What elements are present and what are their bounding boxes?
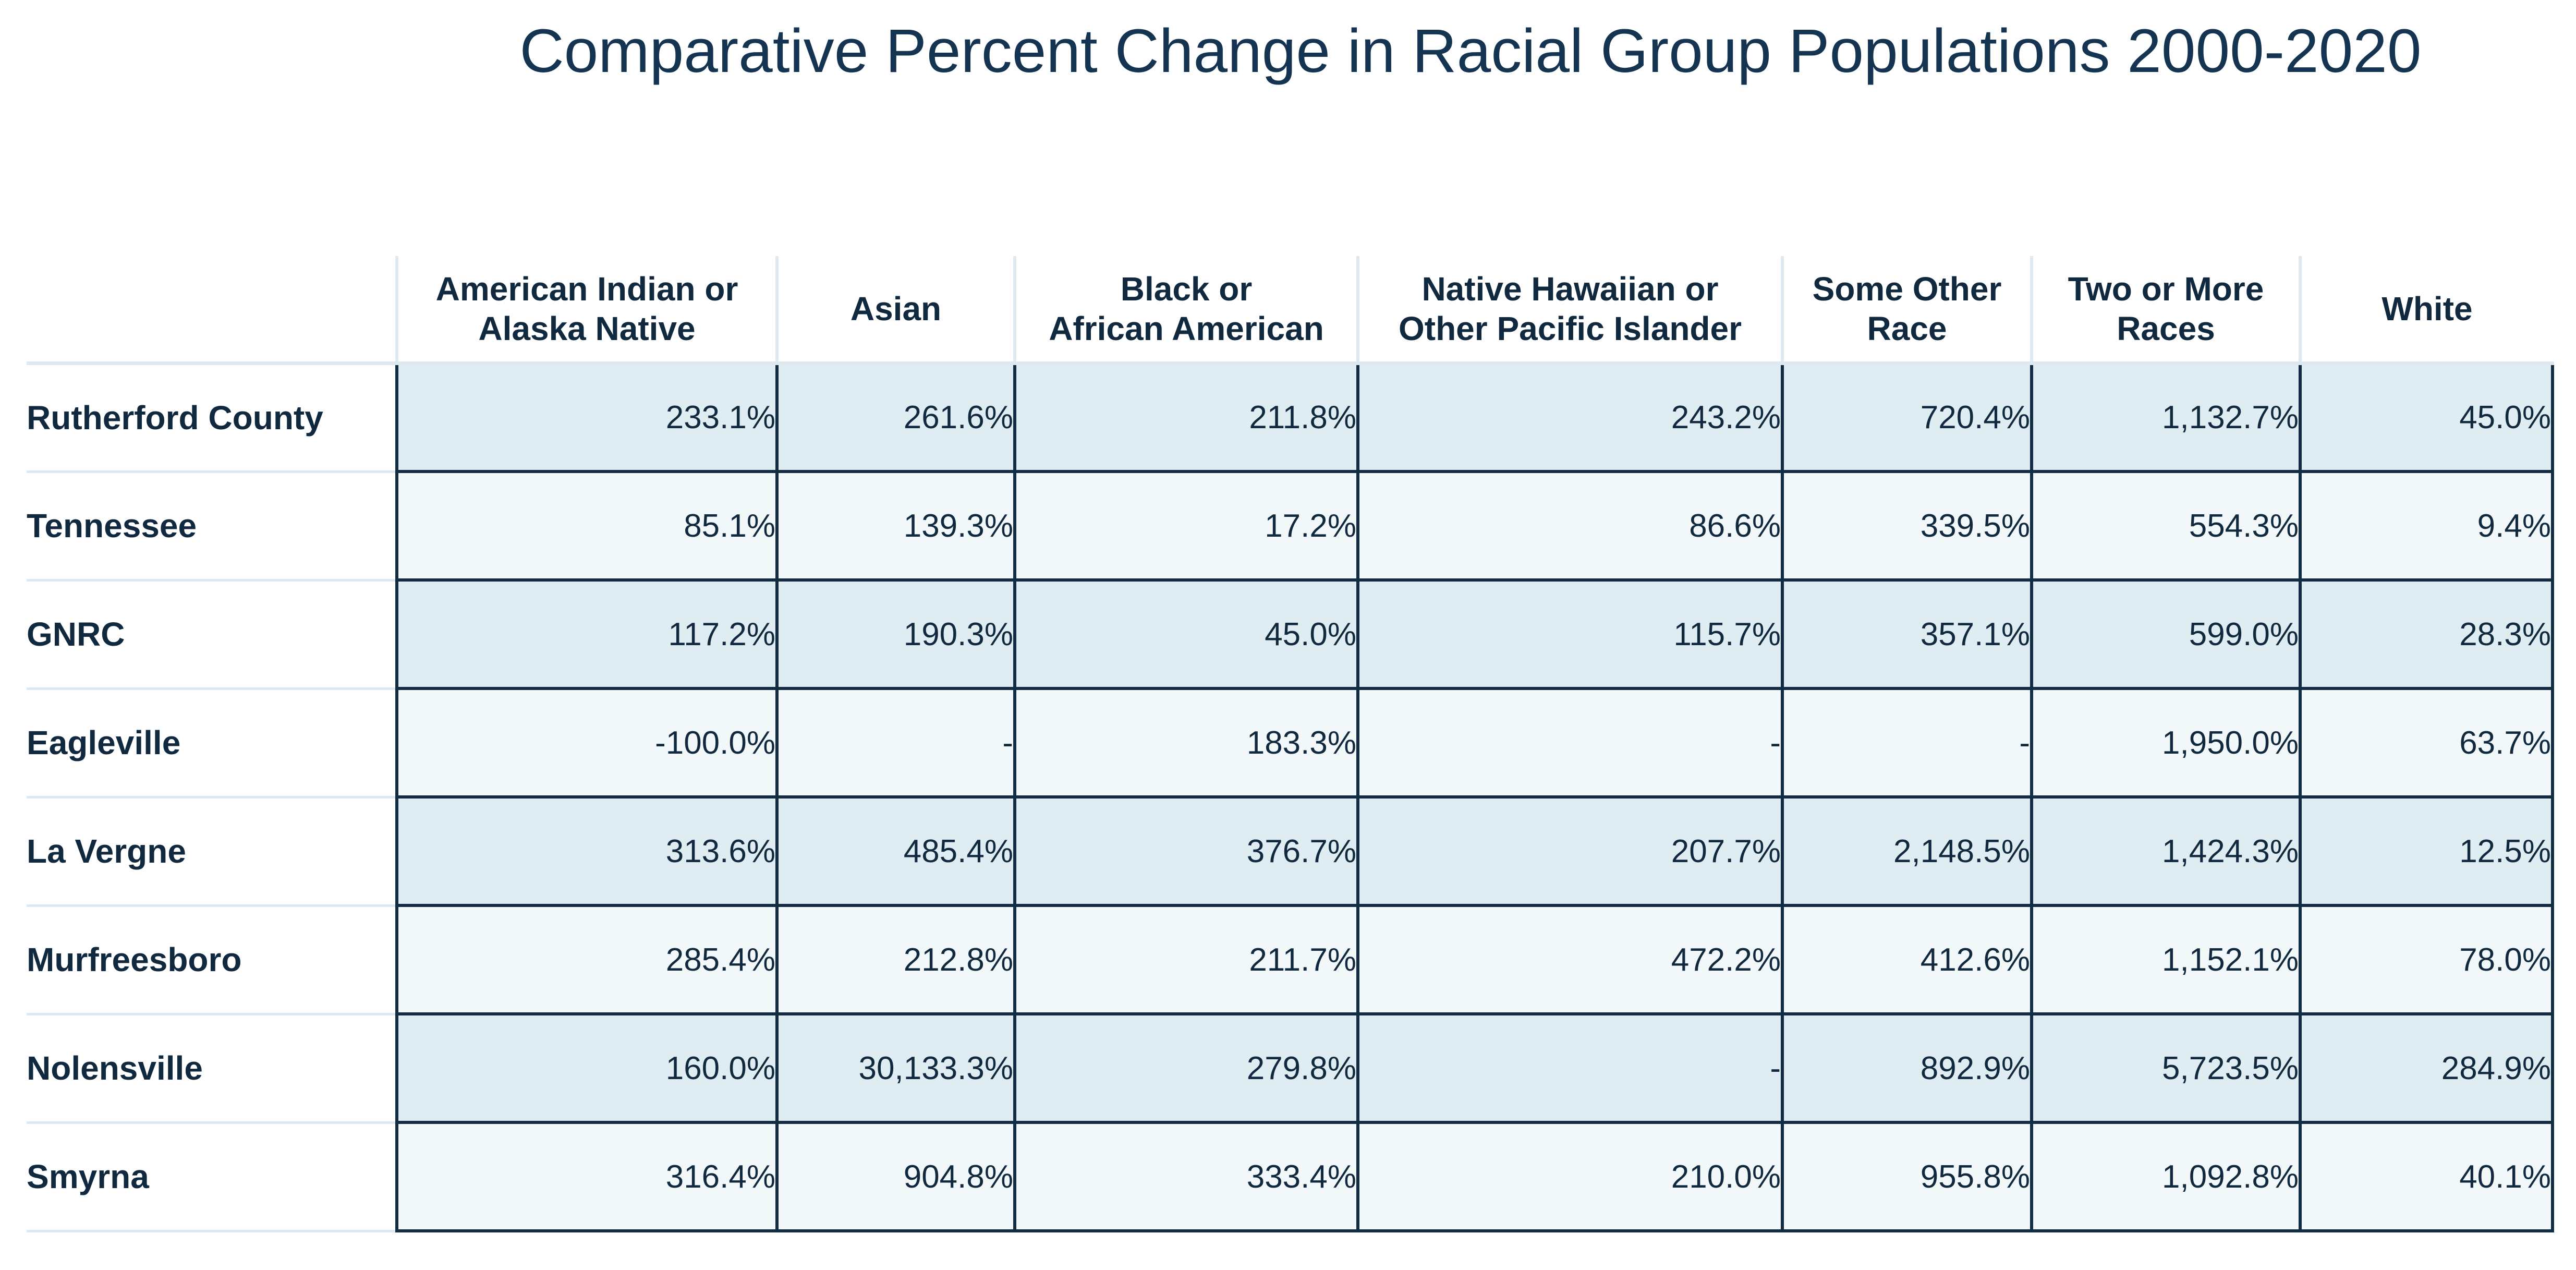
table-cell: 554.3% xyxy=(2030,470,2302,582)
table-cell: 955.8% xyxy=(1781,1121,2033,1232)
table-cell: 2,148.5% xyxy=(1781,795,2033,907)
table-cell: 210.0% xyxy=(1356,1121,1784,1232)
table-cell: 285.4% xyxy=(395,904,779,1015)
table-cell: 233.1% xyxy=(395,361,779,473)
table-row: Nolensville 160.0% 30,133.3% 279.8% -892.9% 5… xyxy=(27,1012,2554,1124)
column-header-line: White xyxy=(2381,289,2473,328)
table-cell: 284.9% xyxy=(2299,1012,2554,1124)
table-cell: 243.2% xyxy=(1356,361,1784,473)
table-body: Rutherford County 233.1% 261.6% 211.8% 243.2… xyxy=(27,361,2554,1232)
column-header-line: Some Other xyxy=(1812,270,2002,308)
table-cell: 357.1% xyxy=(1781,578,2033,690)
table-cell: 115.7% xyxy=(1356,578,1784,690)
row-label: Nolensville xyxy=(27,1014,397,1124)
table-cell: - xyxy=(775,687,1016,799)
table-row: Eagleville -100.0% -183.3% - -1,950.0% 63.7% xyxy=(27,687,2554,799)
table-cell: 117.2% xyxy=(395,578,779,690)
column-header: Some Other Race xyxy=(1781,256,2032,365)
table-cell: 892.9% xyxy=(1781,1012,2033,1124)
row-label: Eagleville xyxy=(27,688,397,799)
table-cell: 78.0% xyxy=(2299,904,2554,1015)
table-cell: 5,723.5% xyxy=(2030,1012,2302,1124)
table-cell: 40.1% xyxy=(2299,1121,2554,1232)
table-cell: 190.3% xyxy=(775,578,1016,690)
table-cell: 139.3% xyxy=(775,470,1016,582)
table-cell: 1,950.0% xyxy=(2030,687,2302,799)
column-header-line: Native Hawaiian or xyxy=(1421,270,1719,308)
column-header: American Indian or Alaska Native xyxy=(395,256,777,365)
corner-cell xyxy=(27,256,397,365)
header-row: American Indian or Alaska Native Asian Bl… xyxy=(27,256,2553,365)
row-label: Rutherford County xyxy=(27,363,397,473)
row-label: La Vergne xyxy=(27,797,397,907)
table-cell: - xyxy=(1356,687,1784,799)
column-header-line: American Indian or xyxy=(435,270,738,308)
column-header-line: Alaska Native xyxy=(478,309,696,347)
row-label: GNRC xyxy=(27,580,397,690)
table-cell: 376.7% xyxy=(1013,795,1359,907)
table-row: GNRC 117.2% 190.3% 45.0% 115.7% 357.1% 599.0% 2… xyxy=(27,578,2554,690)
table-cell: 485.4% xyxy=(775,795,1016,907)
table-cell: 17.2% xyxy=(1013,470,1359,582)
column-header: White xyxy=(2299,256,2553,365)
table-cell: 45.0% xyxy=(2299,361,2554,473)
column-header-line: African American xyxy=(1049,309,1324,347)
table-cell: 30,133.3% xyxy=(775,1012,1016,1124)
table-cell: 1,092.8% xyxy=(2030,1121,2302,1232)
row-label: Smyrna xyxy=(27,1122,397,1232)
table-cell: 316.4% xyxy=(395,1121,779,1232)
column-header-line: Asian xyxy=(850,289,942,328)
table-row: La Vergne 313.6% 485.4% 376.7% 207.7% 2,148.5… xyxy=(27,795,2554,907)
column-header: Asian xyxy=(775,256,1015,365)
column-header-line: Races xyxy=(2117,309,2215,347)
table-cell: 85.1% xyxy=(395,470,779,582)
table-cell: 904.8% xyxy=(775,1121,1016,1232)
table-cell: 45.0% xyxy=(1013,578,1359,690)
table-cell: 1,152.1% xyxy=(2030,904,2302,1015)
table-cell: 261.6% xyxy=(775,361,1016,473)
table-cell: 313.6% xyxy=(395,795,779,907)
table-cell: -100.0% xyxy=(395,687,779,799)
table-row: Murfreesboro 285.4% 212.8% 211.7% 472.2% 412.… xyxy=(27,904,2554,1015)
row-label: Tennessee xyxy=(27,471,397,582)
table-cell: 599.0% xyxy=(2030,578,2302,690)
table-row: Tennessee 85.1% 139.3% 17.2% 86.6% 339.5% 554.… xyxy=(27,470,2554,582)
column-header-line: Race xyxy=(1867,309,1947,347)
table-cell: - xyxy=(1781,687,2033,799)
column-header: Black or African American xyxy=(1013,256,1358,365)
table-cell: 63.7% xyxy=(2299,687,2554,799)
table-cell: 212.8% xyxy=(775,904,1016,1015)
column-header-line: Black or xyxy=(1120,270,1253,308)
table-cell: 333.4% xyxy=(1013,1121,1359,1232)
table-cell: 28.3% xyxy=(2299,578,2554,690)
table-cell: 211.7% xyxy=(1013,904,1359,1015)
table-cell: 412.6% xyxy=(1781,904,2033,1015)
column-header-line: Two or More xyxy=(2068,270,2264,308)
table-cell: 1,424.3% xyxy=(2030,795,2302,907)
table-cell: 279.8% xyxy=(1013,1012,1359,1124)
table-cell: 207.7% xyxy=(1356,795,1784,907)
table-cell: 472.2% xyxy=(1356,904,1784,1015)
column-header: Native Hawaiian or Other Pacific Islander xyxy=(1356,256,1782,365)
table-cell: 9.4% xyxy=(2299,470,2554,582)
table-cell: 1,132.7% xyxy=(2030,361,2302,473)
table-row: Rutherford County 233.1% 261.6% 211.8% 243.2… xyxy=(27,361,2554,473)
table-cell: - xyxy=(1356,1012,1784,1124)
table-cell: 720.4% xyxy=(1781,361,2033,473)
table-cell: 183.3% xyxy=(1013,687,1359,799)
table-cell: 211.8% xyxy=(1013,361,1359,473)
column-header-line: Other Pacific Islander xyxy=(1398,309,1742,347)
column-header: Two or More Races xyxy=(2030,256,2300,365)
table-cell: 160.0% xyxy=(395,1012,779,1124)
table-cell: 12.5% xyxy=(2299,795,2554,907)
chart-title: Comparative Percent Change in Racial Gro… xyxy=(519,17,2422,86)
table-cell: 86.6% xyxy=(1356,470,1784,582)
table-cell: 339.5% xyxy=(1781,470,2033,582)
data-table: American Indian or Alaska Native Asian Bl… xyxy=(27,256,2554,1232)
table-row: Smyrna 316.4% 904.8% 333.4% 210.0% 955.8% 1,09… xyxy=(27,1121,2554,1232)
row-label: Murfreesboro xyxy=(27,905,397,1015)
